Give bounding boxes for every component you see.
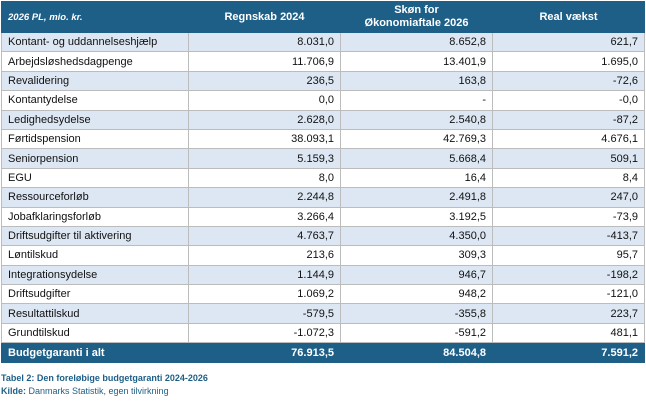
cell-skoen-2026: 163,8 <box>340 70 493 92</box>
row-label: Integrationsydelse <box>1 264 189 286</box>
cell-skoen-2026: 8.652,8 <box>340 31 493 53</box>
cell-real-vaekst: 95,7 <box>492 245 645 266</box>
cell-regnskab-2024: 236,5 <box>188 70 341 92</box>
table-row: Jobafklaringsforløb 3.266,4 3.192,5 -73,9 <box>1 206 645 227</box>
cell-skoen-2026: 2.491,8 <box>340 187 493 208</box>
cell-real-vaekst: 509,1 <box>492 148 645 169</box>
cell-regnskab-2024: 0,0 <box>188 90 341 111</box>
row-label: Driftsudgifter til aktivering <box>1 225 189 247</box>
cell-skoen-2026: 4.350,0 <box>340 225 493 247</box>
header-real-vaekst: Real vækst <box>492 1 645 33</box>
cell-real-vaekst: -87,2 <box>492 109 645 130</box>
cell-skoen-2026: 13.401,9 <box>340 51 493 72</box>
total-skoen: 84.504,8 <box>340 342 493 364</box>
cell-regnskab-2024: 4.763,7 <box>188 225 341 247</box>
cell-regnskab-2024: -1.072,3 <box>188 322 341 344</box>
cell-real-vaekst: -72,6 <box>492 70 645 92</box>
cell-skoen-2026: -591,2 <box>340 322 493 344</box>
row-label: EGU <box>1 167 189 189</box>
cell-skoen-2026: 2.540,8 <box>340 109 493 130</box>
cell-real-vaekst: -198,2 <box>492 264 645 286</box>
table-row: Driftsudgifter 1.069,2 948,2 -121,0 <box>1 284 645 305</box>
cell-skoen-2026: 3.192,5 <box>340 206 493 227</box>
cell-regnskab-2024: -579,5 <box>188 303 341 324</box>
cell-real-vaekst: 8,4 <box>492 167 645 189</box>
row-label: Kontantydelse <box>1 90 189 111</box>
cell-regnskab-2024: 3.266,4 <box>188 206 341 227</box>
table-row: Arbejdsløshedsdagpenge 11.706,9 13.401,9 1.… <box>1 51 645 72</box>
cell-skoen-2026: -355,8 <box>340 303 493 324</box>
header-skoen-oekonomiaftale: Skøn for Økonomiaftale 2026 <box>340 1 493 33</box>
row-label: Resultattilskud <box>1 303 189 324</box>
row-label: Driftsudgifter <box>1 284 189 305</box>
table-row: Resultattilskud -579,5 -355,8 223,7 <box>1 303 645 324</box>
row-label: Grundtilskud <box>1 322 189 344</box>
cell-real-vaekst: 4.676,1 <box>492 128 645 150</box>
cell-regnskab-2024: 8.031,0 <box>188 31 341 53</box>
cell-skoen-2026: 42.769,3 <box>340 128 493 150</box>
table-caption: Tabel 2: Den foreløbige budgetgaranti 20… <box>1 373 208 383</box>
row-label: Arbejdsløshedsdagpenge <box>1 51 189 72</box>
cell-skoen-2026: - <box>340 90 493 111</box>
cell-regnskab-2024: 1.144,9 <box>188 264 341 286</box>
cell-skoen-2026: 16,4 <box>340 167 493 189</box>
cell-real-vaekst: 247,0 <box>492 187 645 208</box>
cell-regnskab-2024: 213,6 <box>188 245 341 266</box>
table-source: Kilde: Danmarks Statistik, egen tilvirkn… <box>1 386 169 396</box>
header-row: 2026 PL, mio. kr. Regnskab 2024 Skøn for… <box>1 1 645 33</box>
cell-skoen-2026: 946,7 <box>340 264 493 286</box>
total-row: Budgetgaranti i alt 76.913,5 84.504,8 7.… <box>1 342 645 364</box>
table-row: Integrationsydelse 1.144,9 946,7 -198,2 <box>1 264 645 286</box>
cell-skoen-2026: 948,2 <box>340 284 493 305</box>
header-skoen-line2: Økonomiaftale 2026 <box>364 17 469 29</box>
row-label: Seniorpension <box>1 148 189 169</box>
row-label: Ressourceforløb <box>1 187 189 208</box>
cell-regnskab-2024: 2.244,8 <box>188 187 341 208</box>
row-label: Jobafklaringsforløb <box>1 206 189 227</box>
row-label: Revalidering <box>1 70 189 92</box>
table-row: EGU 8,0 16,4 8,4 <box>1 167 645 189</box>
header-regnskab-2024: Regnskab 2024 <box>188 1 341 33</box>
cell-regnskab-2024: 8,0 <box>188 167 341 189</box>
table-container: 2026 PL, mio. kr. Regnskab 2024 Skøn for… <box>1 1 645 364</box>
row-label: Løntilskud <box>1 245 189 266</box>
total-vaekst: 7.591,2 <box>492 342 645 364</box>
row-label: Førtidspension <box>1 128 189 150</box>
header-unit-label: 2026 PL, mio. kr. <box>1 1 189 33</box>
cell-regnskab-2024: 5.159,3 <box>188 148 341 169</box>
table-row: Kontantydelse 0,0- -0,0 <box>1 90 645 111</box>
cell-real-vaekst: 1.695,0 <box>492 51 645 72</box>
table-row: Ressourceforløb 2.244,8 2.491,8 247,0 <box>1 187 645 208</box>
table-body: Kontant- og uddannelseshjælp 8.031,0 8.652… <box>1 31 645 344</box>
table-row: Seniorpension 5.159,3 5.668,4 509,1 <box>1 148 645 169</box>
cell-real-vaekst: 481,1 <box>492 322 645 344</box>
cell-real-vaekst: -73,9 <box>492 206 645 227</box>
row-label: Ledighedsydelse <box>1 109 189 130</box>
source-label: Kilde: <box>1 386 27 396</box>
cell-regnskab-2024: 2.628,0 <box>188 109 341 130</box>
table-row: Revalidering 236,5 163,8 -72,6 <box>1 70 645 92</box>
cell-real-vaekst: -0,0 <box>492 90 645 111</box>
table-row: Løntilskud 213,6 309,3 95,7 <box>1 245 645 266</box>
row-label: Kontant- og uddannelseshjælp <box>1 31 189 53</box>
table-row: Driftsudgifter til aktivering 4.763,7 4.35… <box>1 225 645 247</box>
table-row: Kontant- og uddannelseshjælp 8.031,0 8.652… <box>1 31 645 53</box>
total-label: Budgetgaranti i alt <box>1 342 189 364</box>
cell-regnskab-2024: 1.069,2 <box>188 284 341 305</box>
cell-skoen-2026: 309,3 <box>340 245 493 266</box>
header-skoen-line1: Skøn for <box>394 4 439 16</box>
cell-real-vaekst: -413,7 <box>492 225 645 247</box>
cell-real-vaekst: 223,7 <box>492 303 645 324</box>
cell-regnskab-2024: 11.706,9 <box>188 51 341 72</box>
source-text: Danmarks Statistik, egen tilvirkning <box>26 386 169 396</box>
table-row: Ledighedsydelse 2.628,0 2.540,8 -87,2 <box>1 109 645 130</box>
cell-real-vaekst: 621,7 <box>492 31 645 53</box>
cell-real-vaekst: -121,0 <box>492 284 645 305</box>
table-row: Førtidspension 38.093,1 42.769,3 4.676,1 <box>1 128 645 150</box>
cell-regnskab-2024: 38.093,1 <box>188 128 341 150</box>
cell-skoen-2026: 5.668,4 <box>340 148 493 169</box>
budget-table: 2026 PL, mio. kr. Regnskab 2024 Skøn for… <box>1 1 645 364</box>
total-regnskab: 76.913,5 <box>188 342 341 364</box>
table-row: Grundtilskud -1.072,3 -591,2 481,1 <box>1 322 645 344</box>
